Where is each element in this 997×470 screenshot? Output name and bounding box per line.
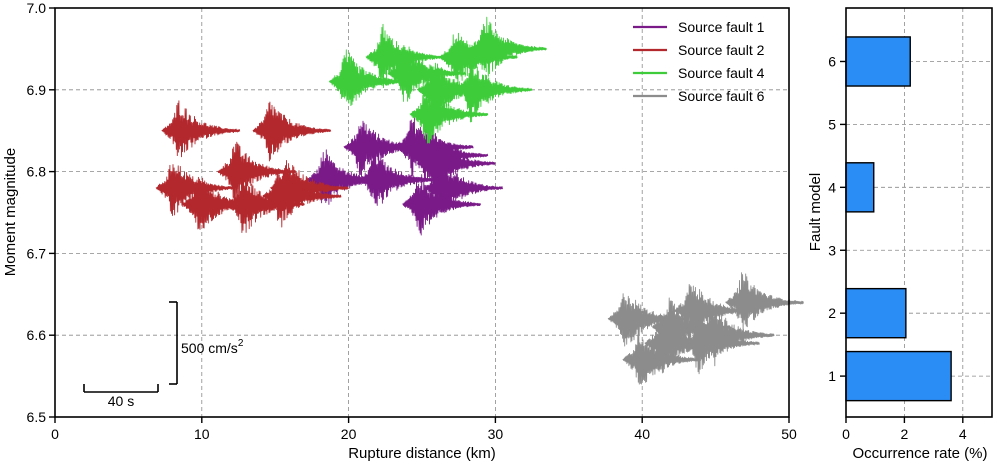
amplitude-scale-label: 500 cm/s2: [181, 338, 244, 356]
occurrence-bars: [845, 36, 952, 402]
legend-label-source-fault-6: Source fault 6: [678, 88, 765, 104]
legend-label-source-fault-2: Source fault 2: [678, 42, 765, 58]
y-tick-label: 7.0: [27, 0, 47, 16]
legend-label-source-fault-4: Source fault 4: [678, 65, 765, 81]
bar-y-tick-label: 5: [828, 116, 836, 132]
waveform-source-fault-4-7: [365, 23, 445, 89]
x-tick-label: 50: [781, 426, 797, 442]
series-source-fault-2: [155, 100, 349, 233]
bar-fault-model-4: [845, 162, 875, 213]
occurrence-x-ticks: 0 2 4: [842, 417, 967, 442]
series-source-fault-4: [328, 16, 548, 144]
occurrence-y-axis-label: Fault model: [807, 173, 824, 251]
waveform-source-fault-2-6: [270, 160, 349, 219]
legend: Source fault 1 Source fault 2 Source fau…: [633, 19, 765, 104]
x-tick-label: 30: [488, 426, 504, 442]
waveform-source-fault-4-5: [409, 84, 489, 144]
occurrence-panel: 0 2 4 1 2 3 4 5 6 Occurrence rate (%) Fault mod…: [807, 7, 993, 462]
waveform-source-fault-4-6: [438, 32, 518, 88]
bar-x-tick-label: 0: [842, 426, 850, 442]
time-scale-label: 40 s: [108, 393, 134, 409]
waveform-marks: [155, 16, 804, 385]
waveform-source-fault-4-8: [453, 57, 533, 123]
bar-y-tick-label: 4: [828, 179, 836, 195]
scale-bar: 40 s 500 cm/s2: [83, 301, 244, 409]
bar-y-tick-label: 2: [828, 305, 836, 321]
occurrence-plot-frame: [845, 7, 993, 418]
waveform-source-fault-1-7: [402, 174, 481, 236]
bar-fault-model-1: [845, 350, 952, 402]
y-tick-label: 6.6: [27, 327, 47, 343]
legend-label-source-fault-1: Source fault 1: [678, 19, 765, 35]
amplitude-scale-label-base: 500 cm/s: [181, 340, 238, 356]
y-tick-label: 6.8: [27, 164, 47, 180]
waveform-source-fault-1-8: [417, 132, 496, 192]
waveform-plot-frame: [54, 7, 790, 418]
amplitude-scale-label-exponent: 2: [238, 338, 244, 349]
y-tick-label: 6.7: [27, 245, 47, 261]
waveform-source-fault-6-5: [673, 283, 753, 339]
waveform-source-fault-2-1: [161, 100, 241, 158]
x-tick-label: 20: [341, 426, 357, 442]
x-tick-label: 10: [194, 426, 210, 442]
waveform-source-fault-1-4: [394, 117, 474, 177]
waveform-source-fault-2-3: [155, 164, 235, 216]
waveform-source-fault-1-5: [409, 128, 489, 182]
waveform-source-fault-6-7: [681, 316, 760, 375]
series-source-fault-6: [607, 272, 804, 385]
waveform-source-fault-6-3: [725, 272, 804, 333]
waveform-source-fault-4-3: [468, 16, 548, 77]
bar-fault-model-2: [845, 287, 907, 339]
series-source-fault-1: [306, 117, 503, 236]
waveform-source-fault-2-8: [262, 170, 342, 228]
x-tick-label: 0: [51, 426, 59, 442]
waveform-panel: 0 10 20 30 40 50 6.5 6.6 6.7 6.8 6.9 7.0 Rupture d…: [2, 0, 804, 462]
waveform-source-fault-2-4: [217, 141, 296, 203]
bar-x-tick-label: 4: [959, 426, 967, 442]
waveform-y-ticks: 6.5 6.6 6.7 6.8 6.9 7.0: [27, 0, 55, 425]
bar-y-tick-label: 6: [828, 53, 836, 69]
y-tick-label: 6.9: [27, 82, 47, 98]
bar-x-tick-label: 2: [901, 426, 909, 442]
occurrence-x-axis-label: Occurrence rate (%): [852, 445, 987, 462]
bar-y-tick-label: 3: [828, 242, 836, 258]
occurrence-y-ticks: 1 2 3 4 5 6: [828, 53, 846, 384]
y-tick-label: 6.5: [27, 409, 47, 425]
x-tick-label: 40: [634, 426, 650, 442]
waveform-x-ticks: 0 10 20 30 40 50: [51, 417, 797, 442]
waveform-source-fault-6-8: [644, 313, 724, 374]
waveform-source-fault-2-2: [252, 101, 332, 162]
waveform-x-axis-label: Rupture distance (km): [348, 445, 496, 462]
bar-y-tick-label: 1: [828, 368, 836, 384]
bar-fault-model-6: [845, 36, 911, 87]
waveform-y-axis-label: Moment magnitude: [2, 148, 19, 276]
